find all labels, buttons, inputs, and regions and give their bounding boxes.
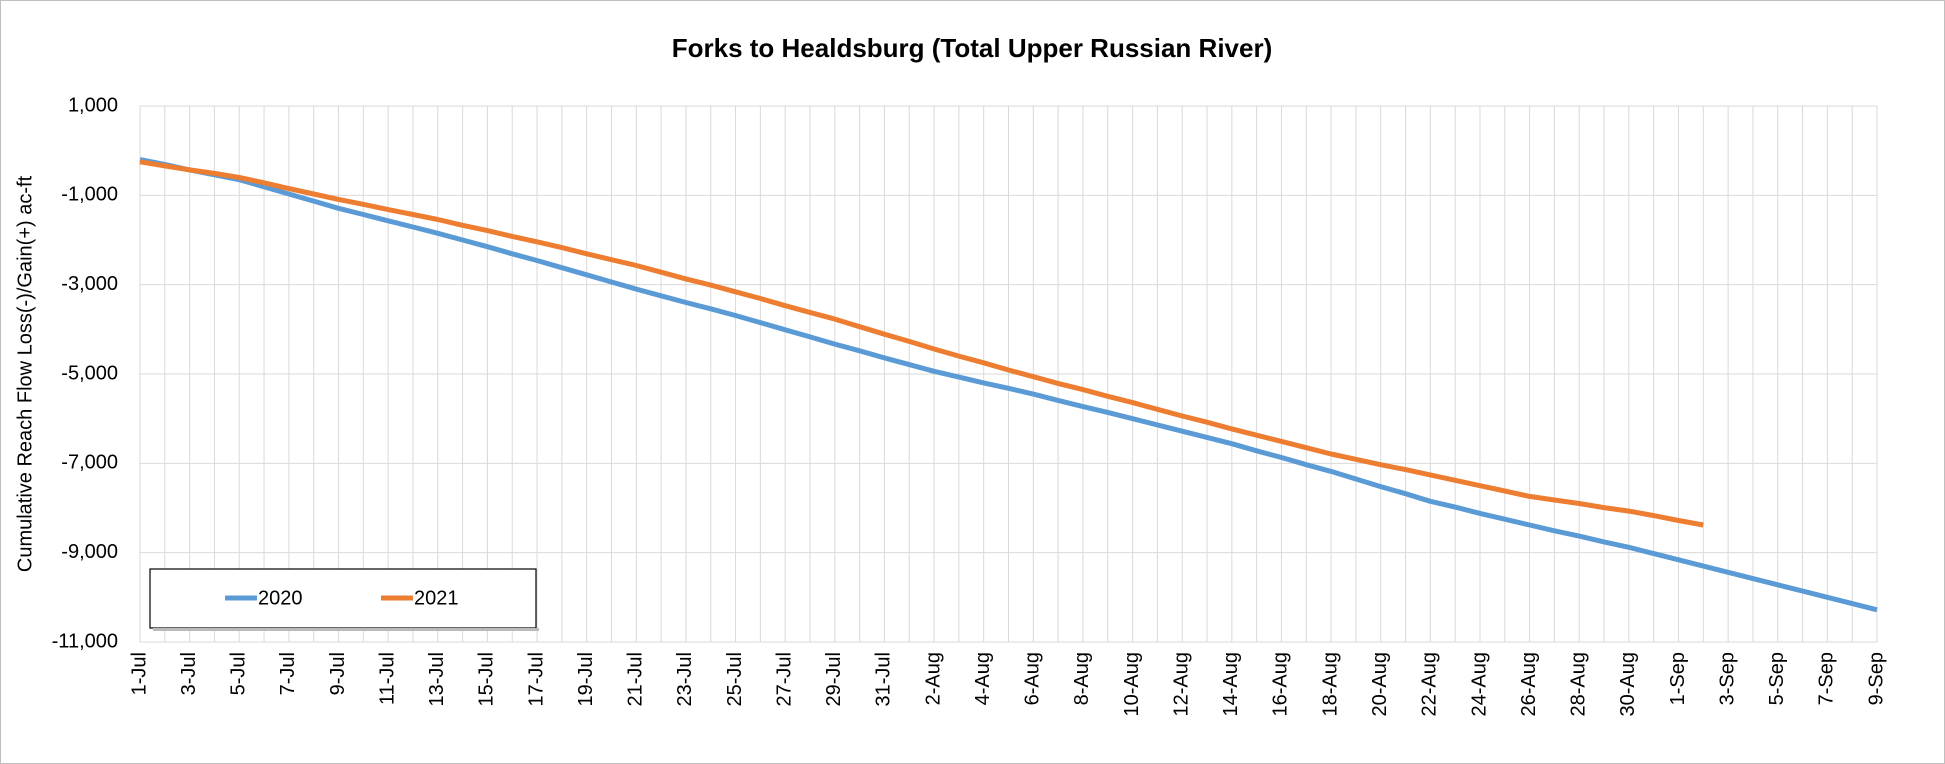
y-tick-label: -11,000 bbox=[52, 630, 118, 652]
x-tick-label: 17-Jul bbox=[525, 652, 547, 706]
x-tick-label: 13-Jul bbox=[426, 652, 448, 706]
x-tick-label: 19-Jul bbox=[575, 652, 597, 706]
x-tick-label: 11-Jul bbox=[376, 652, 398, 705]
x-tick-label: 23-Jul bbox=[674, 652, 696, 706]
x-tick-label: 10-Aug bbox=[1121, 652, 1143, 717]
y-tick-label: -7,000 bbox=[61, 452, 118, 474]
legend-label: 2021 bbox=[414, 587, 459, 609]
x-tick-label: 20-Aug bbox=[1369, 652, 1391, 717]
x-tick-label: 14-Aug bbox=[1220, 652, 1242, 717]
x-tick-label: 9-Jul bbox=[327, 652, 349, 695]
x-tick-label: 28-Aug bbox=[1568, 652, 1590, 717]
x-tick-label: 5-Jul bbox=[228, 652, 250, 695]
x-tick-label: 26-Aug bbox=[1518, 652, 1540, 717]
x-tick-label: 24-Aug bbox=[1468, 652, 1490, 717]
x-tick-label: 3-Jul bbox=[178, 652, 200, 695]
x-tick-label: 30-Aug bbox=[1617, 652, 1639, 717]
x-tick-label: 7-Jul bbox=[277, 652, 299, 695]
y-tick-label: 1,000 bbox=[68, 94, 118, 116]
y-tick-label: -5,000 bbox=[61, 362, 118, 384]
x-tick-label: 12-Aug bbox=[1170, 652, 1192, 717]
legend-box bbox=[149, 568, 537, 629]
x-tick-label: 15-Jul bbox=[476, 652, 498, 706]
x-tick-label: 18-Aug bbox=[1319, 652, 1341, 717]
x-tick-label: 29-Jul bbox=[823, 652, 845, 706]
chart-title: Forks to Healdsburg (Total Upper Russian… bbox=[672, 33, 1273, 63]
x-tick-label: 16-Aug bbox=[1270, 652, 1292, 717]
series-line bbox=[139, 157, 1878, 613]
x-tick-label: 27-Jul bbox=[773, 652, 795, 706]
legend: 2020 2021 bbox=[149, 568, 539, 631]
x-tick-label: 2-Aug bbox=[922, 652, 944, 705]
y-tick-label: -9,000 bbox=[61, 541, 118, 563]
x-tick-label: 1-Sep bbox=[1667, 652, 1689, 705]
x-tick-label: 9-Sep bbox=[1865, 652, 1887, 705]
x-tick-label: 22-Aug bbox=[1419, 652, 1441, 717]
x-tick-label: 8-Aug bbox=[1071, 652, 1093, 705]
x-tick-label: 1-Jul bbox=[128, 652, 150, 695]
x-tick-label: 21-Jul bbox=[625, 652, 647, 706]
y-tick-label: -3,000 bbox=[61, 273, 118, 295]
y-axis-label: Cumulative Reach Flow Loss(-)/Gain(+) ac… bbox=[14, 175, 36, 572]
x-tick-label: 5-Sep bbox=[1766, 652, 1788, 705]
x-tick-label: 4-Aug bbox=[972, 652, 994, 705]
x-tick-label: 7-Sep bbox=[1816, 652, 1838, 705]
x-tick-label: 3-Sep bbox=[1716, 652, 1738, 705]
y-tick-label: -1,000 bbox=[61, 184, 118, 206]
x-tick-label: 25-Jul bbox=[724, 652, 746, 706]
legend-shadow bbox=[153, 628, 539, 631]
legend-label: 2020 bbox=[258, 587, 303, 609]
series-line bbox=[139, 159, 1704, 528]
x-tick-label: 6-Aug bbox=[1022, 652, 1044, 705]
x-tick-label: 31-Jul bbox=[873, 652, 895, 706]
